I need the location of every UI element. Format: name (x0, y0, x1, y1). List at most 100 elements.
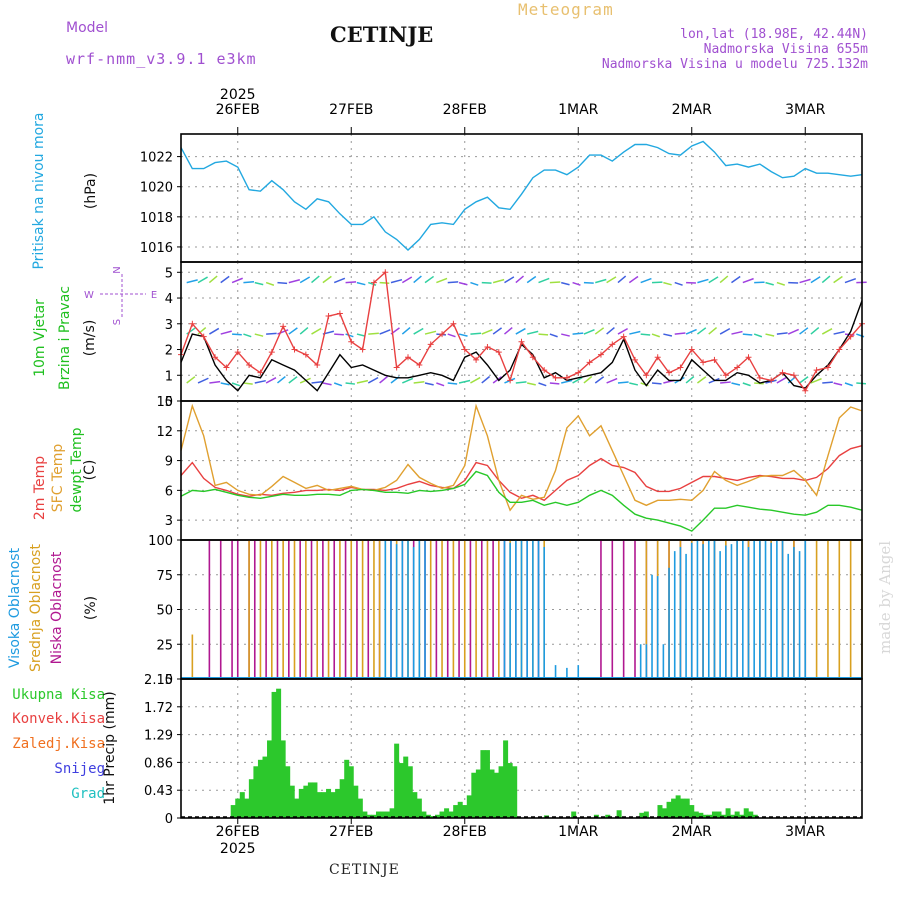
wind-arrow (231, 382, 241, 387)
precip-bar (235, 798, 241, 818)
precip-bar (462, 805, 468, 818)
wind-arrow (561, 333, 570, 337)
wind-arrow (232, 333, 242, 336)
wind-arrow (356, 379, 369, 384)
wind-arrow (856, 382, 867, 385)
wind-arrow (481, 281, 492, 284)
model-name: wrf-nmm_v3.9.1 e3km (66, 50, 257, 68)
precip-legend-hail: Grad (71, 786, 105, 802)
wind-arrow (640, 277, 652, 284)
wind-gust-marker (200, 333, 207, 340)
wind-arrow (821, 328, 833, 335)
wind-gust-marker (802, 387, 809, 394)
wind-arrow (401, 276, 413, 284)
wind-gust-marker (348, 338, 355, 345)
wind-gust-marker (552, 374, 559, 381)
precip-bar (734, 811, 740, 818)
wind-arrow (334, 333, 344, 336)
precip-bar (689, 805, 695, 818)
wind-arrow (583, 328, 595, 335)
wind-gust-marker (393, 364, 400, 371)
wind-gust-marker (597, 351, 604, 358)
wind-gust-marker (212, 354, 219, 361)
wind-arrow (561, 379, 573, 384)
precip-bar (494, 772, 500, 818)
precip-bar (471, 772, 477, 818)
wind-arrow (254, 379, 266, 384)
wind-arrow (719, 327, 731, 335)
cloud-tick-label: 25 (156, 638, 173, 653)
wind-arrow (436, 277, 448, 284)
wind-arrow (606, 276, 617, 284)
precip-bar (675, 795, 681, 818)
wind-gust-marker (495, 349, 502, 356)
precip-bar (267, 740, 273, 818)
compass-south: S (112, 319, 123, 325)
pressure-panel-frame (180, 133, 863, 263)
wind-tick-label: 0 (165, 395, 173, 410)
wind-arrow (742, 277, 754, 284)
wind-gust-marker (268, 349, 275, 356)
wind-arrow (606, 377, 618, 384)
temp-panel-frame (180, 400, 863, 541)
wind-arrow (674, 281, 683, 286)
wind-gust-marker (427, 341, 434, 348)
wind-arrow (799, 327, 809, 335)
bottom-day-label: 26FEB (216, 824, 260, 840)
wind-gust-marker (609, 341, 616, 348)
wind-gust-marker (280, 323, 287, 330)
precip-legend-convective: Konvek.Kisa (12, 711, 105, 727)
precip-bar (403, 756, 409, 818)
precip-bar (484, 750, 490, 818)
wind-arrow (367, 376, 379, 384)
wind-arrow (606, 327, 615, 335)
wind-arrow (470, 332, 482, 335)
wind-arrow (458, 281, 468, 286)
precip-bar (303, 785, 309, 818)
wind-arrow (345, 281, 357, 284)
wind-arrow (243, 281, 255, 284)
pressure-series-line (180, 140, 863, 251)
precip-legend-freezing: Zaledj.Kisa (12, 736, 105, 752)
wind-gust-marker (575, 369, 582, 376)
precip-bar (335, 788, 341, 818)
wind-arrow (197, 326, 207, 335)
wind-arrow (526, 330, 539, 335)
wind-arrow (333, 277, 346, 284)
pressure-tick-label: 1022 (140, 151, 173, 166)
top-day-label: 2MAR (672, 102, 713, 118)
wind-gust-marker (824, 364, 831, 371)
model-altitude-label: Nadmorska Visina u modelu 725.132m (601, 57, 868, 72)
precip-bar (353, 785, 359, 818)
precip-bar (444, 808, 450, 818)
bottom-day-label: 27FEB (329, 824, 373, 840)
wind-arrow (379, 281, 390, 285)
wind-gust-marker (756, 374, 763, 381)
wind-gust-marker (234, 349, 241, 356)
top-day-label: 28FEB (443, 102, 487, 118)
wind-arrow (538, 333, 549, 336)
wind-gust-marker (734, 364, 741, 371)
wind-arrow (810, 276, 821, 284)
precip-bar (748, 811, 754, 818)
wind-gust-marker (541, 367, 548, 374)
precip-bar (244, 798, 250, 818)
wind-gust-marker (223, 364, 230, 371)
precip-bar (671, 798, 677, 818)
wind-gust-marker (484, 343, 491, 350)
wind-gust-marker (711, 356, 718, 363)
precip-bar (348, 766, 354, 818)
wind-tick-label: 2 (165, 344, 173, 359)
precip-bar (503, 740, 509, 818)
wind-arrow (311, 275, 320, 284)
wind-arrow (413, 275, 422, 284)
wind-gust-marker (507, 377, 514, 384)
wind-arrow (311, 380, 323, 384)
wind-gust-marker (779, 369, 786, 376)
wind-gust-marker (473, 356, 480, 363)
cloud-tick-label: 100 (148, 534, 173, 549)
wind-arrow (663, 281, 672, 286)
wind-gust-marker (643, 372, 650, 379)
precip-bar (380, 811, 386, 818)
wind-arrow (299, 326, 309, 335)
